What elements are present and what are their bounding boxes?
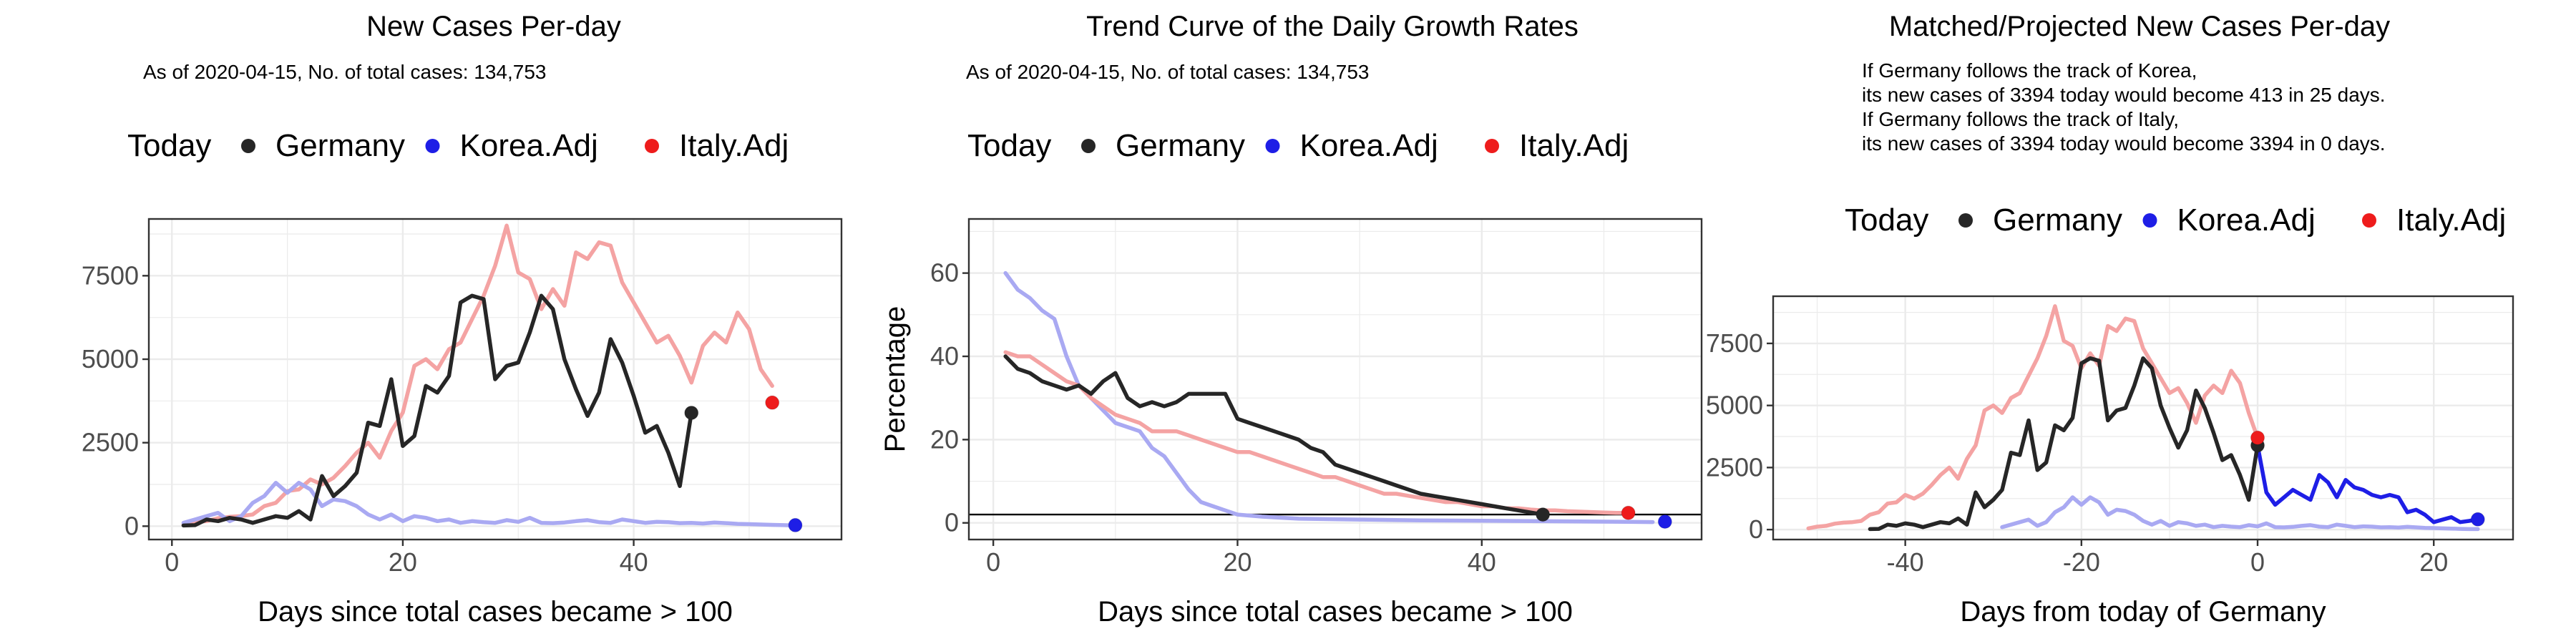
series-line-italy-adj: [1003, 350, 1631, 515]
y-tick-label: 5000: [1706, 391, 1763, 420]
y-tick-label: 0: [1749, 514, 1763, 544]
series-line-italy-adj: [181, 223, 774, 527]
y-tick-label: 7500: [82, 260, 139, 290]
x-tick-label: 20: [1223, 547, 1252, 577]
chart-subtitle-line: its new cases of 3394 today would become…: [1862, 132, 2386, 155]
y-tick-label: 0: [945, 508, 959, 537]
legend-marker-italy-adj: [645, 139, 659, 153]
y-tick-label: 20: [930, 424, 959, 454]
y-axis-label: Percentage: [879, 306, 911, 453]
today-point-italy-adj: [2250, 430, 2265, 445]
legend-label-germany: Germany: [1993, 203, 2122, 238]
legend-label-italy-adj: Italy.Adj: [1519, 128, 1629, 163]
legend-marker-korea-adj: [425, 139, 440, 153]
series-line-italy-adj-matched: [1806, 304, 2260, 531]
series-line-korea-adj-projected: [2255, 443, 2480, 525]
y-tick-label: 2500: [1706, 452, 1763, 482]
series-line-korea-adj: [1003, 270, 1655, 525]
today-point-germany: [684, 405, 699, 420]
chart-subtitle-line: its new cases of 3394 today would become…: [1862, 84, 2386, 106]
chart-panel-1: [142, 139, 843, 546]
legend-marker-germany: [1081, 139, 1096, 153]
x-axis-label: Days from today of Germany: [1960, 596, 2326, 628]
today-point-korea-adj: [2470, 512, 2485, 527]
legend-marker-italy-adj: [2362, 213, 2376, 228]
legend-marker-germany: [241, 139, 255, 153]
legend-label-korea-adj: Korea.Adj: [2177, 203, 2316, 238]
legend-title: Today: [127, 128, 211, 163]
x-tick-label: 0: [2250, 547, 2265, 577]
legend-label-italy-adj: Italy.Adj: [679, 128, 789, 163]
x-tick-label: -40: [1887, 547, 1924, 577]
x-tick-label: 20: [389, 547, 417, 577]
today-point-korea-adj: [788, 517, 803, 532]
y-tick-label: 2500: [82, 428, 139, 457]
chart-title: Trend Curve of the Daily Growth Rates: [1086, 11, 1579, 42]
chart-panel-3: [1767, 213, 2514, 546]
plot-border: [147, 218, 843, 541]
legend-label-germany: Germany: [1116, 128, 1245, 163]
chart-subtitle: As of 2020-04-15, No. of total cases: 13…: [966, 61, 1369, 83]
x-tick-label: 0: [165, 547, 179, 577]
chart-title: New Cases Per-day: [366, 11, 621, 42]
chart-subtitle-line: If Germany follows the track of Korea,: [1862, 59, 2197, 82]
series-line-korea-adj-matched: [2000, 495, 2480, 532]
today-point-germany: [1536, 507, 1551, 522]
legend-marker-korea-adj: [1265, 139, 1280, 153]
legend-title: Today: [1845, 203, 1928, 238]
legend-marker-italy-adj: [1485, 139, 1499, 153]
y-tick-label: 40: [930, 341, 959, 371]
legend-label-korea-adj: Korea.Adj: [1300, 128, 1438, 163]
legend-marker-germany: [1958, 213, 1973, 228]
x-tick-label: 20: [2419, 547, 2448, 577]
legend-marker-korea-adj: [2142, 213, 2157, 228]
series-line-germany: [1868, 356, 2260, 532]
today-point-korea-adj: [1657, 514, 1672, 529]
y-tick-label: 7500: [1706, 328, 1763, 358]
legend-title: Today: [967, 128, 1051, 163]
y-tick-label: 0: [125, 511, 139, 540]
chart-title: Matched/Projected New Cases Per-day: [1889, 11, 2390, 42]
x-tick-label: 40: [620, 547, 648, 577]
chart-subtitle: As of 2020-04-15, No. of total cases: 13…: [143, 61, 546, 83]
chart-panel-2: [962, 139, 1703, 546]
today-point-italy-adj: [1621, 505, 1636, 520]
x-axis-label: Days since total cases became > 100: [258, 596, 733, 628]
plot-border: [1772, 295, 2514, 541]
x-tick-label: 40: [1468, 547, 1496, 577]
legend-label-korea-adj: Korea.Adj: [460, 128, 598, 163]
legend-label-germany: Germany: [275, 128, 405, 163]
legend-label-italy-adj: Italy.Adj: [2396, 203, 2506, 238]
x-tick-label: -20: [2063, 547, 2100, 577]
x-tick-label: 0: [986, 547, 1000, 577]
y-tick-label: 60: [930, 258, 959, 288]
series-line-germany: [1003, 354, 1545, 517]
today-point-italy-adj: [765, 395, 780, 410]
x-axis-label: Days since total cases became > 100: [1098, 596, 1573, 628]
series-line-korea-adj: [181, 480, 798, 528]
y-tick-label: 5000: [82, 344, 139, 374]
chart-subtitle-line: If Germany follows the track of Italy,: [1862, 108, 2179, 130]
plot-border: [967, 218, 1703, 541]
series-line-germany: [181, 293, 694, 528]
